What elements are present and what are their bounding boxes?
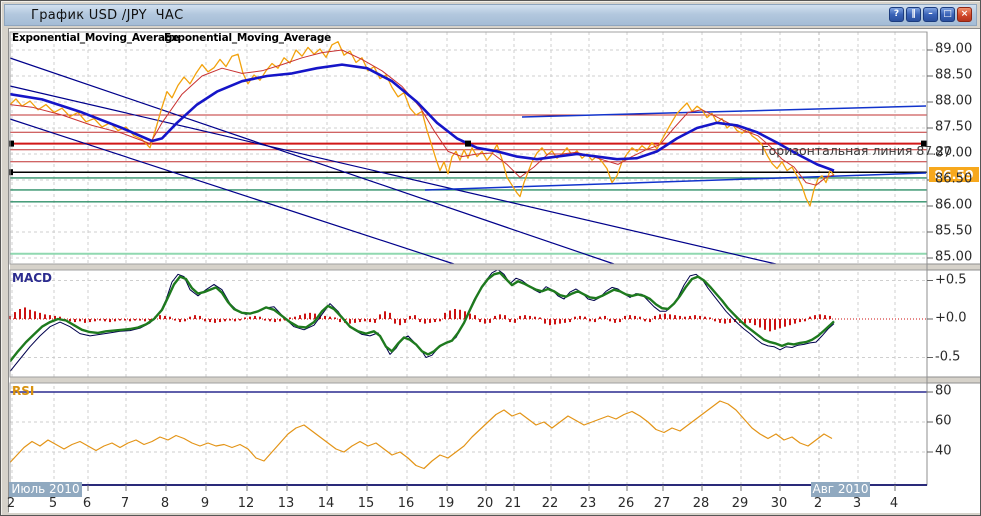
date-label: 19 bbox=[437, 496, 455, 511]
date-label: 16 bbox=[397, 496, 415, 511]
date-label: 22 bbox=[541, 496, 559, 511]
date-label: 12 bbox=[237, 496, 255, 511]
macd-panel-label: MACD bbox=[12, 271, 52, 285]
rsi-axis-label: 80 bbox=[935, 383, 952, 399]
date-label: 3 bbox=[852, 496, 862, 511]
close-button[interactable]: × bbox=[957, 7, 972, 22]
rsi-axis-label: 40 bbox=[935, 443, 952, 459]
pin-button[interactable]: ‖ bbox=[906, 7, 921, 22]
price-axis-label: 88.00 bbox=[935, 93, 973, 109]
legend-ema-blue: Exponential_Moving_Average bbox=[164, 32, 332, 44]
date-label: 21 bbox=[504, 496, 522, 511]
horizontal-line-annotation[interactable]: Горизонтальная линия 87.20 bbox=[761, 143, 953, 158]
date-label: 15 bbox=[357, 496, 375, 511]
price-axis-label: 85.50 bbox=[935, 223, 973, 239]
date-label: 5 bbox=[48, 496, 58, 511]
maximize-button[interactable]: □ bbox=[940, 7, 955, 22]
month-badge-july: Июль 2010 bbox=[9, 482, 82, 497]
chart-surface[interactable] bbox=[8, 28, 981, 513]
date-label: 6 bbox=[82, 496, 92, 511]
date-label: 26 bbox=[617, 496, 635, 511]
price-axis-label: 85.00 bbox=[935, 249, 973, 265]
minimize-button[interactable]: – bbox=[923, 7, 938, 22]
chart-canvas[interactable] bbox=[9, 29, 981, 513]
price-axis-label: 88.50 bbox=[935, 67, 973, 83]
price-axis-label: 86.00 bbox=[935, 197, 973, 213]
month-badge-august: Авг 2010 bbox=[811, 482, 870, 497]
date-label: 28 bbox=[692, 496, 710, 511]
date-label: 29 bbox=[731, 496, 749, 511]
rsi-axis-label: 60 bbox=[935, 413, 952, 429]
window-title: График USD /JPY ЧАС bbox=[31, 7, 184, 23]
macd-axis-label: +0.5 bbox=[935, 272, 967, 287]
titlebar[interactable]: График USD /JPY ЧАС ? ‖ – □ × bbox=[4, 4, 977, 26]
date-label: 14 bbox=[317, 496, 335, 511]
help-button[interactable]: ? bbox=[889, 7, 904, 22]
date-label: 9 bbox=[200, 496, 210, 511]
date-label: 4 bbox=[889, 496, 899, 511]
price-axis-label: 89.00 bbox=[935, 41, 973, 57]
date-label: 30 bbox=[770, 496, 788, 511]
legend-ema-red: Exponential_Moving_Average bbox=[12, 32, 180, 44]
date-label: 13 bbox=[277, 496, 295, 511]
date-label: 8 bbox=[160, 496, 170, 511]
current-price-badge: 86.59 bbox=[929, 167, 979, 182]
macd-axis-label: -0.5 bbox=[935, 349, 961, 364]
date-label: 2 bbox=[6, 496, 16, 511]
titlebar-buttons: ? ‖ – □ × bbox=[889, 7, 972, 22]
date-label: 23 bbox=[579, 496, 597, 511]
price-axis-label: 87.50 bbox=[935, 119, 973, 135]
date-label: 27 bbox=[653, 496, 671, 511]
price-axis-label: 86.50 bbox=[935, 171, 973, 187]
price-axis-label: 87.00 bbox=[935, 145, 973, 161]
rsi-panel-label: RSI bbox=[12, 384, 35, 398]
macd-axis-label: +0.0 bbox=[935, 310, 967, 326]
date-label: 20 bbox=[476, 496, 494, 511]
date-label: 2 bbox=[813, 496, 823, 511]
date-label: 7 bbox=[120, 496, 130, 511]
